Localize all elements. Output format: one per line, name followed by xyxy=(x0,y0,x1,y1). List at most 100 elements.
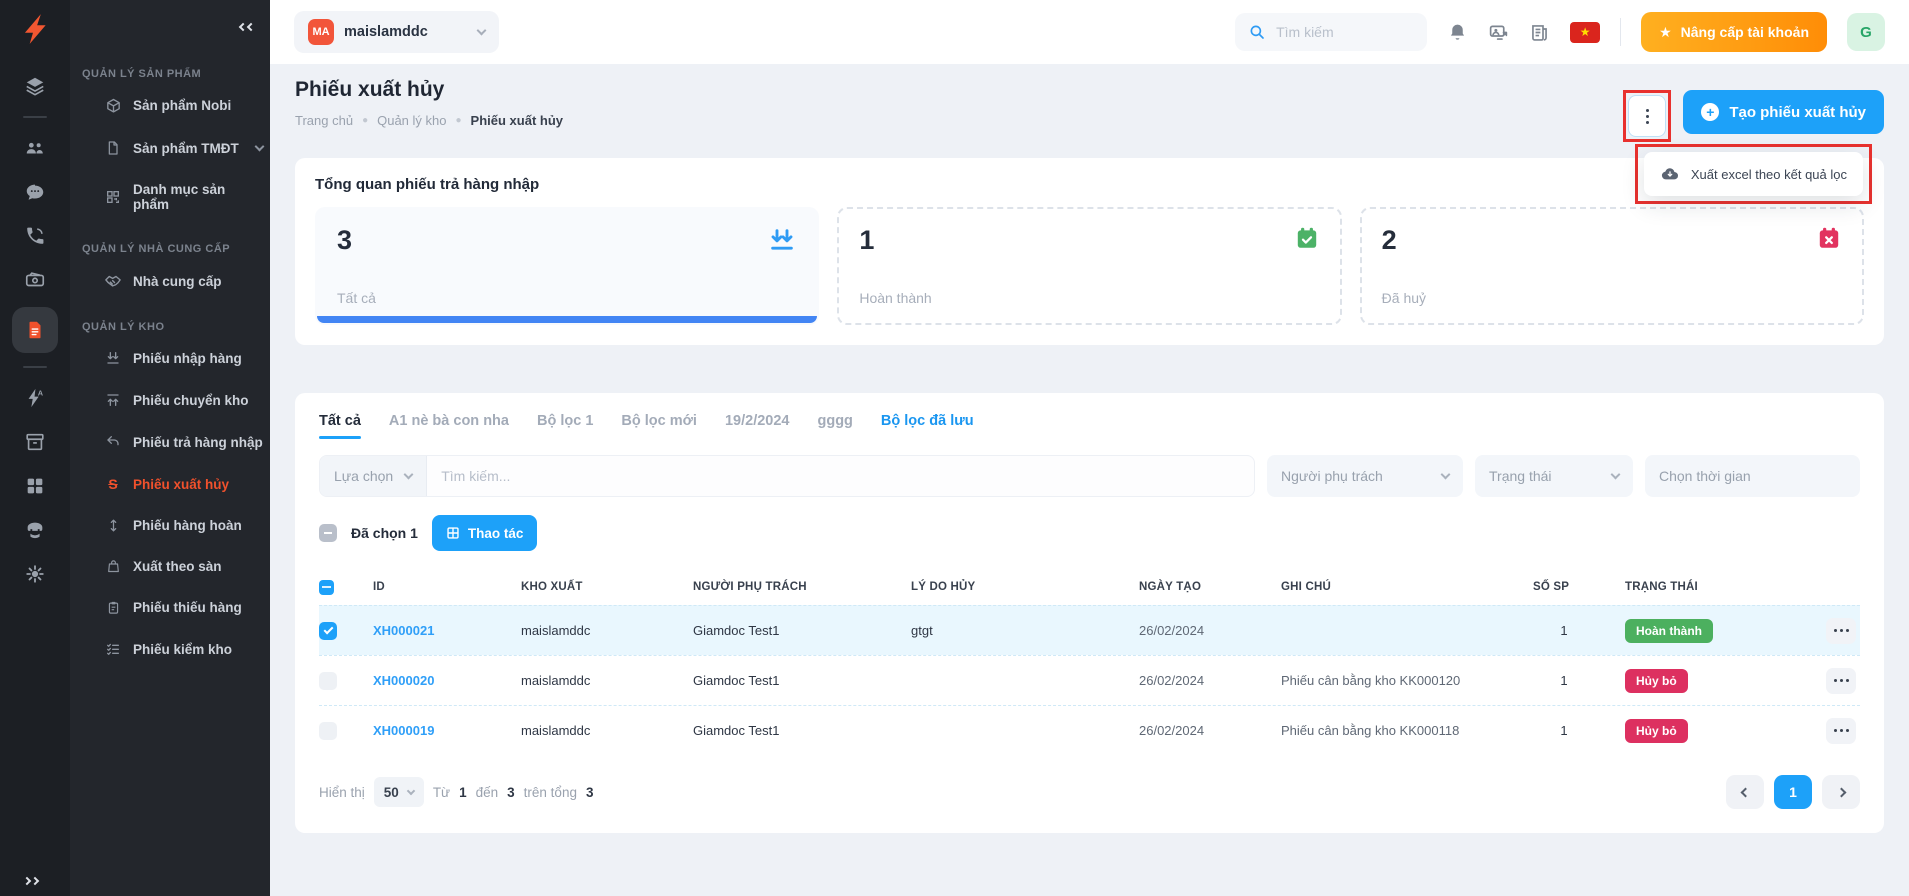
sidebar-item-phieu-thieu-hang[interactable]: Phiếu thiếu hàng xyxy=(70,587,270,628)
sidebar-item-phieu-kiem-kho[interactable]: Phiếu kiểm kho xyxy=(70,628,270,670)
breadcrumb-home[interactable]: Trang chủ xyxy=(295,113,353,128)
pagination: Hiển thị 50 Từ 1 đến 3 trên tổng 3 1 xyxy=(319,775,1860,809)
sidebar-item-label: Nhà cung cấp xyxy=(133,274,222,289)
bulk-actions-button[interactable]: Thao tác xyxy=(432,515,538,551)
page-size-select[interactable]: 50 xyxy=(374,777,424,807)
table-row[interactable]: XH000020 maislamddc Giamdoc Test1 26/02/… xyxy=(319,655,1860,705)
date-range-input[interactable] xyxy=(1645,455,1860,497)
chevron-down-icon xyxy=(477,26,487,36)
chat-icon[interactable] xyxy=(12,173,58,211)
tab-a1-ne-ba-con-nha[interactable]: A1 nè bà con nha xyxy=(389,413,509,439)
row-id-link[interactable]: XH000019 xyxy=(373,723,521,738)
search-input[interactable] xyxy=(1276,24,1414,40)
export-excel-menu-item[interactable]: Xuất excel theo kết quả lọc xyxy=(1644,152,1863,196)
table-row[interactable]: XH000019 maislamddc Giamdoc Test1 26/02/… xyxy=(319,705,1860,755)
sidebar-item-nha-cung-cap[interactable]: Nhà cung cấp xyxy=(70,259,270,303)
team-icon[interactable] xyxy=(12,129,58,167)
row-assignee: Giamdoc Test1 xyxy=(693,673,911,688)
workspace-selector[interactable]: MA maislamddc xyxy=(294,11,499,53)
apps-icon[interactable] xyxy=(12,467,58,505)
settings-icon[interactable] xyxy=(12,555,58,593)
sidebar-collapse-icon[interactable] xyxy=(240,24,254,30)
ellipsis-icon xyxy=(1840,729,1843,732)
store-icon[interactable] xyxy=(12,511,58,549)
page-size-label: Hiển thị xyxy=(319,785,365,800)
search-icon xyxy=(1248,23,1266,41)
row-assignee: Giamdoc Test1 xyxy=(693,623,911,638)
global-search[interactable] xyxy=(1235,13,1427,51)
archive-icon[interactable] xyxy=(12,423,58,461)
overview-title: Tổng quan phiếu trả hàng nhập xyxy=(315,176,1864,193)
kebab-icon xyxy=(1646,115,1649,118)
calendar-x-icon xyxy=(1816,225,1842,251)
range-total: 3 xyxy=(586,785,594,800)
create-export-ticket-button[interactable]: + Tạo phiếu xuất hủy xyxy=(1683,90,1884,134)
vietnam-flag-icon[interactable]: ★ xyxy=(1570,22,1600,43)
user-avatar[interactable]: G xyxy=(1847,13,1885,51)
tab-gggg[interactable]: gggg xyxy=(817,413,852,439)
sidebar-item-phieu-hang-hoan[interactable]: Phiếu hàng hoàn xyxy=(70,505,270,546)
tab-bo-loc-moi[interactable]: Bộ lọc mới xyxy=(621,413,697,439)
row-warehouse: maislamddc xyxy=(521,723,693,738)
flash-icon[interactable]: A xyxy=(12,379,58,417)
row-qty: 1 xyxy=(1533,673,1625,688)
sidebar-item-san-pham-nobi[interactable]: Sản phẩm Nobi xyxy=(70,84,270,127)
row-checkbox[interactable] xyxy=(319,722,337,740)
star-icon: ★ xyxy=(1659,24,1672,41)
sidebar-item-san-pham-tmdt[interactable]: Sản phẩm TMĐT xyxy=(70,127,270,169)
select-all-checkbox[interactable] xyxy=(319,524,337,542)
sidebar-item-label: Danh mục sản phẩm xyxy=(133,182,264,212)
stat-card-all[interactable]: 3 Tất cả xyxy=(315,207,819,325)
tab-bo-loc-1[interactable]: Bộ lọc 1 xyxy=(537,413,593,439)
sidebar-item-label: Phiếu thiếu hàng xyxy=(133,600,242,615)
status-select[interactable]: Trạng thái xyxy=(1475,455,1633,497)
stat-value: 1 xyxy=(859,225,874,256)
upgrade-account-button[interactable]: ★ Nâng cấp tài khoản xyxy=(1641,12,1827,52)
row-actions-button[interactable] xyxy=(1826,618,1856,644)
tab-tat-ca[interactable]: Tất cả xyxy=(319,413,361,439)
money-icon[interactable] xyxy=(12,261,58,299)
annotation-box-kebab xyxy=(1623,90,1671,142)
app-logo-icon[interactable] xyxy=(18,12,52,46)
phone-icon[interactable] xyxy=(12,217,58,255)
sidebar-expand-icon[interactable] xyxy=(24,878,38,884)
file-icon xyxy=(104,140,122,156)
tab-bo-loc-da-luu[interactable]: Bộ lọc đã lưu xyxy=(881,413,974,439)
table-search-input[interactable] xyxy=(427,468,1254,484)
news-icon[interactable] xyxy=(1529,22,1550,43)
row-checkbox[interactable] xyxy=(319,622,337,640)
search-scope-select[interactable]: Lựa chọn xyxy=(320,456,427,496)
table-row[interactable]: XH000021 maislamddc Giamdoc Test1 gtgt 2… xyxy=(319,605,1860,655)
cancel-export-icon: S xyxy=(104,476,122,492)
screen-share-icon[interactable] xyxy=(1488,22,1509,43)
invoice-icon[interactable] xyxy=(12,307,58,353)
status-badge: Hoàn thành xyxy=(1625,619,1713,643)
header-checkbox[interactable] xyxy=(319,580,334,595)
assignee-select[interactable]: Người phụ trách xyxy=(1267,455,1463,497)
row-checkbox[interactable] xyxy=(319,672,337,690)
row-id-link[interactable]: XH000020 xyxy=(373,673,521,688)
sidebar: QUẢN LÝ SẢN PHẨM Sản phẩm Nobi Sản phẩm … xyxy=(70,0,270,896)
stat-card-cancelled[interactable]: 2 Đã huỷ xyxy=(1360,207,1864,325)
sidebar-item-xuat-theo-san[interactable]: Xuất theo sàn xyxy=(70,546,270,587)
layers-icon[interactable] xyxy=(12,67,58,105)
row-actions-button[interactable] xyxy=(1826,668,1856,694)
bell-icon[interactable] xyxy=(1447,22,1468,43)
page-1-button[interactable]: 1 xyxy=(1774,775,1812,809)
sidebar-item-danh-muc-san-pham[interactable]: Danh mục sản phẩm xyxy=(70,169,270,225)
next-page-button[interactable] xyxy=(1822,775,1860,809)
breadcrumb-section[interactable]: Quản lý kho xyxy=(377,113,446,128)
row-actions-button[interactable] xyxy=(1826,718,1856,744)
sidebar-item-label: Phiếu xuất hủy xyxy=(133,477,229,492)
prev-page-button[interactable] xyxy=(1726,775,1764,809)
sidebar-item-phieu-tra-hang-nhap[interactable]: Phiếu trả hàng nhập xyxy=(70,421,270,463)
col-assignee: NGƯỜI PHỤ TRÁCH xyxy=(693,581,911,593)
sidebar-item-phieu-chuyen-kho[interactable]: Phiếu chuyển kho xyxy=(70,379,270,421)
more-actions-button[interactable] xyxy=(1628,95,1666,137)
stat-card-completed[interactable]: 1 Hoàn thành xyxy=(837,207,1341,325)
sidebar-item-phieu-xuat-huy[interactable]: S Phiếu xuất hủy xyxy=(70,463,270,505)
stat-label: Hoàn thành xyxy=(859,290,931,306)
row-id-link[interactable]: XH000021 xyxy=(373,623,521,638)
tab-19-2-2024[interactable]: 19/2/2024 xyxy=(725,413,790,439)
sidebar-item-phieu-nhap-hang[interactable]: Phiếu nhập hàng xyxy=(70,337,270,379)
